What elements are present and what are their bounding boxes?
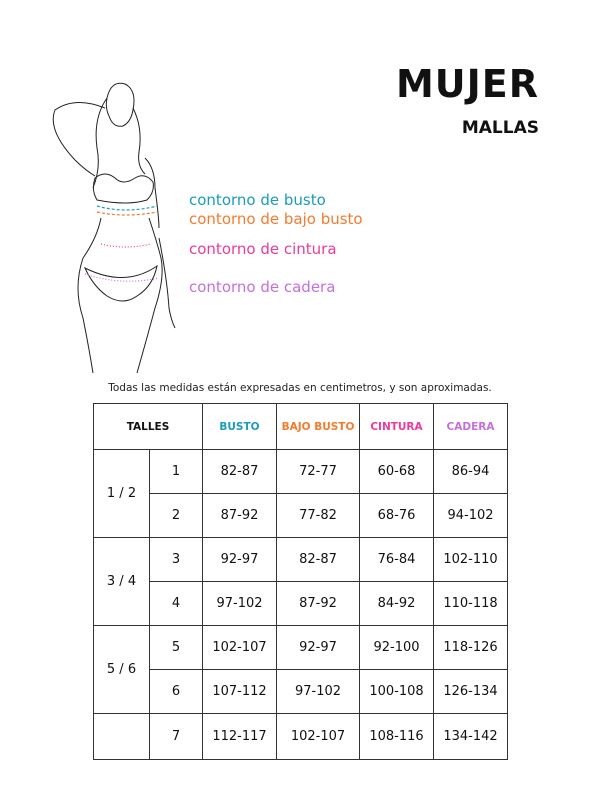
measure-cell: 102-107 [202, 625, 277, 670]
measurement-note: Todas las medidas están expresadas en ce… [108, 382, 492, 394]
size-number: 4 [149, 581, 203, 626]
table-row: 3 / 4 3 92-97 82-87 76-84 102-110 [93, 537, 508, 626]
measure-cell: 102-110 [433, 537, 508, 582]
size-group: 1 / 2 [93, 449, 150, 538]
table-row: 6 107-112 97-102 100-108 126-134 [94, 669, 508, 714]
table-header-row: TALLES BUSTO BAJO BUSTO CINTURA CADERA [93, 403, 508, 450]
measure-cell: 107-112 [202, 669, 277, 714]
size-group [93, 713, 150, 760]
measure-cell: 82-87 [202, 449, 277, 494]
header-bajo-busto: BAJO BUSTO [276, 403, 360, 450]
measure-cell: 86-94 [433, 449, 508, 494]
measure-cell: 97-102 [202, 581, 277, 626]
body-measurement-illustration [52, 82, 176, 374]
measure-cell: 126-134 [433, 669, 508, 714]
measure-cell: 134-142 [433, 713, 508, 760]
measure-cell: 92-97 [202, 537, 277, 582]
legend-cintura: contorno de cintura [189, 240, 337, 258]
measure-cell: 60-68 [359, 449, 434, 494]
measure-cell: 97-102 [276, 669, 360, 714]
measure-cell: 87-92 [276, 581, 360, 626]
measure-cell: 92-97 [276, 625, 360, 670]
legend-busto: contorno de busto [189, 191, 326, 209]
measure-cell: 92-100 [359, 625, 434, 670]
measure-cell: 110-118 [433, 581, 508, 626]
measure-cell: 82-87 [276, 537, 360, 582]
measure-cell: 84-92 [359, 581, 434, 626]
table-row: 2 87-92 77-82 68-76 94-102 [94, 493, 508, 538]
measure-cell: 76-84 [359, 537, 434, 582]
header-talles: TALLES [93, 403, 203, 450]
measure-cell: 72-77 [276, 449, 360, 494]
size-number: 1 [149, 449, 203, 494]
measure-cell: 87-92 [202, 493, 277, 538]
measure-cell: 108-116 [359, 713, 434, 760]
measure-cell: 77-82 [276, 493, 360, 538]
measure-cell: 112-117 [202, 713, 277, 760]
page-subtitle: MALLAS [461, 118, 539, 138]
size-number: 7 [149, 713, 203, 760]
size-number: 2 [149, 493, 203, 538]
legend-cadera: contorno de cadera [189, 278, 336, 296]
legend-bajo-busto: contorno de bajo busto [189, 210, 363, 228]
size-group: 5 / 6 [93, 625, 150, 714]
table-row: 7 112-117 102-107 108-116 134-142 [93, 713, 508, 760]
size-table: TALLES BUSTO BAJO BUSTO CINTURA CADERA 1… [93, 403, 508, 760]
size-number: 3 [149, 537, 203, 582]
measure-cell: 100-108 [359, 669, 434, 714]
measure-cell: 68-76 [359, 493, 434, 538]
measure-cell: 102-107 [276, 713, 360, 760]
size-number: 6 [149, 669, 203, 714]
page-title: MUJER [395, 62, 539, 106]
table-row: 4 97-102 87-92 84-92 110-118 [94, 581, 508, 626]
measure-cell: 94-102 [433, 493, 508, 538]
table-row: 5 / 6 5 102-107 92-97 92-100 118-126 [93, 625, 508, 714]
table-row: 1 / 2 1 82-87 72-77 60-68 86-94 [93, 449, 508, 538]
header-busto: BUSTO [202, 403, 277, 450]
header-cintura: CINTURA [359, 403, 434, 450]
header-cadera: CADERA [433, 403, 508, 450]
size-group: 3 / 4 [93, 537, 150, 626]
size-number: 5 [149, 625, 203, 670]
measure-cell: 118-126 [433, 625, 508, 670]
